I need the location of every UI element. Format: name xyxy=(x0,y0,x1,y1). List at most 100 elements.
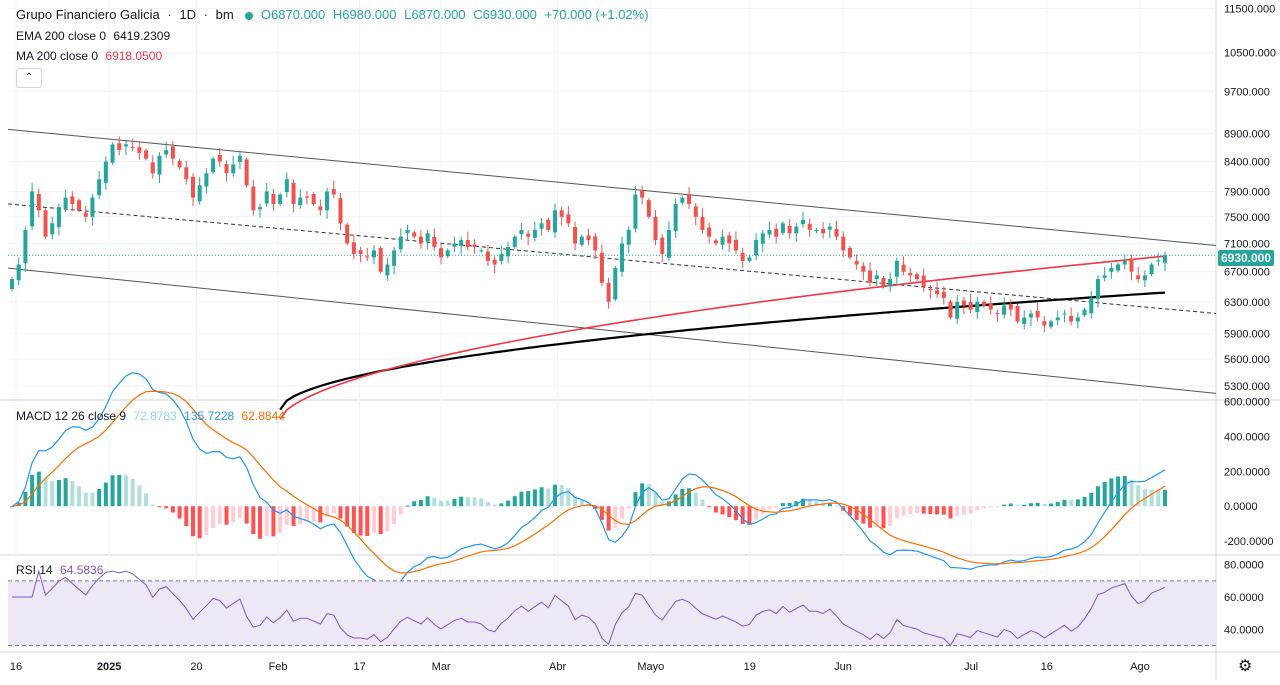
macd-histogram-bar xyxy=(1028,503,1033,507)
macd-histogram-bar xyxy=(707,506,712,508)
candle-body xyxy=(586,235,591,241)
candle-body xyxy=(271,193,276,204)
macd-histogram-bar xyxy=(599,506,604,520)
macd-histogram-bar xyxy=(713,506,718,513)
candle-body xyxy=(1095,279,1100,300)
candle-body xyxy=(1049,321,1054,327)
price-tick-label: 11500.000 xyxy=(1224,3,1275,15)
candle-body xyxy=(23,229,28,264)
interval-label[interactable]: 1D xyxy=(179,7,197,22)
price-tick-label: 7100.000 xyxy=(1224,238,1270,250)
candle-body xyxy=(144,150,149,159)
macd-histogram-bar xyxy=(700,499,705,507)
macd-histogram-bar xyxy=(901,506,906,516)
candle-body xyxy=(365,256,370,258)
macd-histogram-bar xyxy=(821,503,826,507)
ema-legend[interactable]: EMA 200 close 0 6419.2309 xyxy=(16,29,174,43)
macd-histogram-bar xyxy=(526,491,531,507)
macd-histogram-bar xyxy=(727,506,732,518)
macd-histogram-bar xyxy=(774,506,779,508)
price-tick-label: 5900.000 xyxy=(1224,329,1270,341)
symbol-name[interactable]: Grupo Financiero Galicia xyxy=(16,7,160,22)
candle-body xyxy=(378,247,383,272)
macd-histogram-bar xyxy=(646,484,651,507)
candle-body xyxy=(439,248,444,258)
candle-body xyxy=(150,162,155,174)
candle-body xyxy=(164,150,169,155)
rsi-value: 64.5836 xyxy=(60,563,104,577)
macd-histogram-bar xyxy=(1069,500,1074,507)
candle-body xyxy=(854,261,859,265)
candle-body xyxy=(117,143,122,151)
macd-histogram-bar xyxy=(546,488,551,507)
candle-body xyxy=(747,257,752,261)
price-tick-label: 7900.000 xyxy=(1224,186,1270,198)
macd-histogram-bar xyxy=(760,506,765,515)
candle-body xyxy=(412,232,417,237)
candle-body xyxy=(941,291,946,298)
candle-body xyxy=(539,223,544,229)
candle-body xyxy=(1129,258,1134,272)
candle-body xyxy=(995,313,1000,315)
collapse-legend-button[interactable]: ⌃ xyxy=(16,68,42,88)
candle-body xyxy=(392,250,397,266)
macd-histogram-bar xyxy=(1116,476,1121,507)
macd-histogram-bar xyxy=(1089,492,1094,507)
candle-body xyxy=(1035,311,1040,318)
candle-body xyxy=(325,191,330,211)
candle-body xyxy=(1089,297,1094,314)
candle-body xyxy=(707,227,712,237)
macd-histogram-bar xyxy=(787,503,792,507)
ma-legend[interactable]: MA 200 close 0 6918.0500 xyxy=(16,49,166,63)
macd-histogram-bar xyxy=(1055,501,1060,507)
candle-body xyxy=(418,236,423,244)
candle-body xyxy=(935,290,940,295)
macd-histogram-bar xyxy=(298,506,303,525)
macd-histogram-bar xyxy=(854,506,859,520)
candle-body xyxy=(90,197,95,217)
candle-body xyxy=(579,236,584,245)
candle-body xyxy=(740,252,745,261)
macd-histogram-bar xyxy=(687,488,692,507)
macd-histogram-bar xyxy=(103,482,108,507)
macd-histogram-bar xyxy=(197,506,202,539)
macd-legend[interactable]: MACD 12 26 close 9 72.8783 135.7228 62.8… xyxy=(16,409,289,423)
candle-body xyxy=(1136,275,1141,280)
macd-histogram-bar xyxy=(150,504,155,507)
macd-histogram-bar xyxy=(613,506,618,528)
rsi-line xyxy=(12,569,1166,647)
macd-histogram-bar xyxy=(452,498,457,507)
candle-body xyxy=(774,228,779,237)
gear-icon[interactable]: ⚙ xyxy=(1238,658,1253,675)
macd-histogram-bar xyxy=(512,496,517,507)
candle-body xyxy=(827,226,832,230)
macd-histogram-bar xyxy=(472,497,477,507)
macd-histogram-bar xyxy=(914,506,919,514)
candle-body xyxy=(1028,313,1033,318)
candle-body xyxy=(231,164,236,174)
candle-body xyxy=(465,240,470,247)
candle-body xyxy=(459,240,464,246)
candle-body xyxy=(680,197,685,203)
macd-histogram-bar xyxy=(264,506,269,536)
candle-body xyxy=(56,207,61,227)
rsi-legend[interactable]: RSI 14 64.5836 xyxy=(16,563,107,577)
macd-histogram-bar xyxy=(432,497,437,507)
candle-body xyxy=(720,236,725,245)
candle-body xyxy=(546,219,551,230)
candle-body xyxy=(666,229,671,258)
macd-histogram-bar xyxy=(445,500,450,507)
macd-histogram-bar xyxy=(56,479,61,507)
price-tick-label: 6300.000 xyxy=(1224,297,1270,309)
macd-histogram-bar xyxy=(593,506,598,509)
macd-histogram-bar xyxy=(807,500,812,507)
low-value: L6870.000 xyxy=(404,7,466,22)
candle-body xyxy=(472,244,477,247)
candle-body xyxy=(928,288,933,291)
candle-body xyxy=(908,272,913,276)
candle-body xyxy=(948,301,953,318)
candle-body xyxy=(727,235,732,244)
candle-body xyxy=(1069,315,1074,322)
